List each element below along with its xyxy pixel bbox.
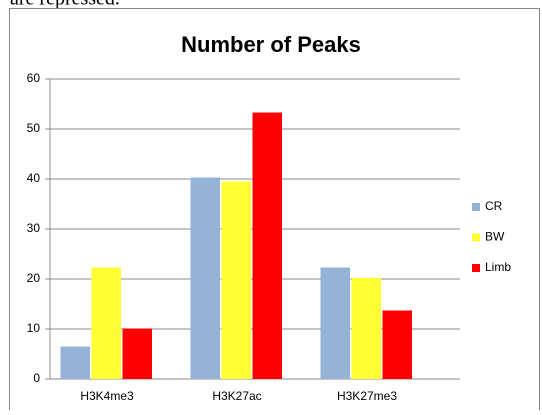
bar xyxy=(252,112,282,379)
legend-label: CR xyxy=(485,199,503,213)
bar xyxy=(91,267,121,379)
bar xyxy=(351,278,381,379)
y-tick-label: 30 xyxy=(27,221,41,235)
y-tick-label: 60 xyxy=(27,71,41,85)
y-tick-label: 40 xyxy=(27,171,41,185)
legend-swatch xyxy=(472,233,480,242)
y-tick-label: 10 xyxy=(27,321,41,335)
x-tick-label: H3K27me3 xyxy=(337,389,397,403)
bar xyxy=(60,346,90,379)
x-tick-label: H3K4me3 xyxy=(80,389,134,403)
y-tick-label: 0 xyxy=(33,371,40,385)
x-tick-label: H3K27ac xyxy=(212,389,261,403)
legend-label: Limb xyxy=(485,260,511,274)
bar xyxy=(122,328,152,379)
chart-title: Number of Peaks xyxy=(181,32,361,57)
legend-swatch xyxy=(472,203,480,211)
bar xyxy=(320,267,350,379)
legend-swatch xyxy=(472,264,480,272)
bar xyxy=(221,181,251,379)
cropped-text: are repressed. xyxy=(10,0,120,10)
legend-label: BW xyxy=(485,230,505,244)
bar xyxy=(190,177,220,379)
y-tick-label: 20 xyxy=(27,271,41,285)
y-tick-label: 50 xyxy=(27,121,41,135)
bar xyxy=(382,310,412,379)
